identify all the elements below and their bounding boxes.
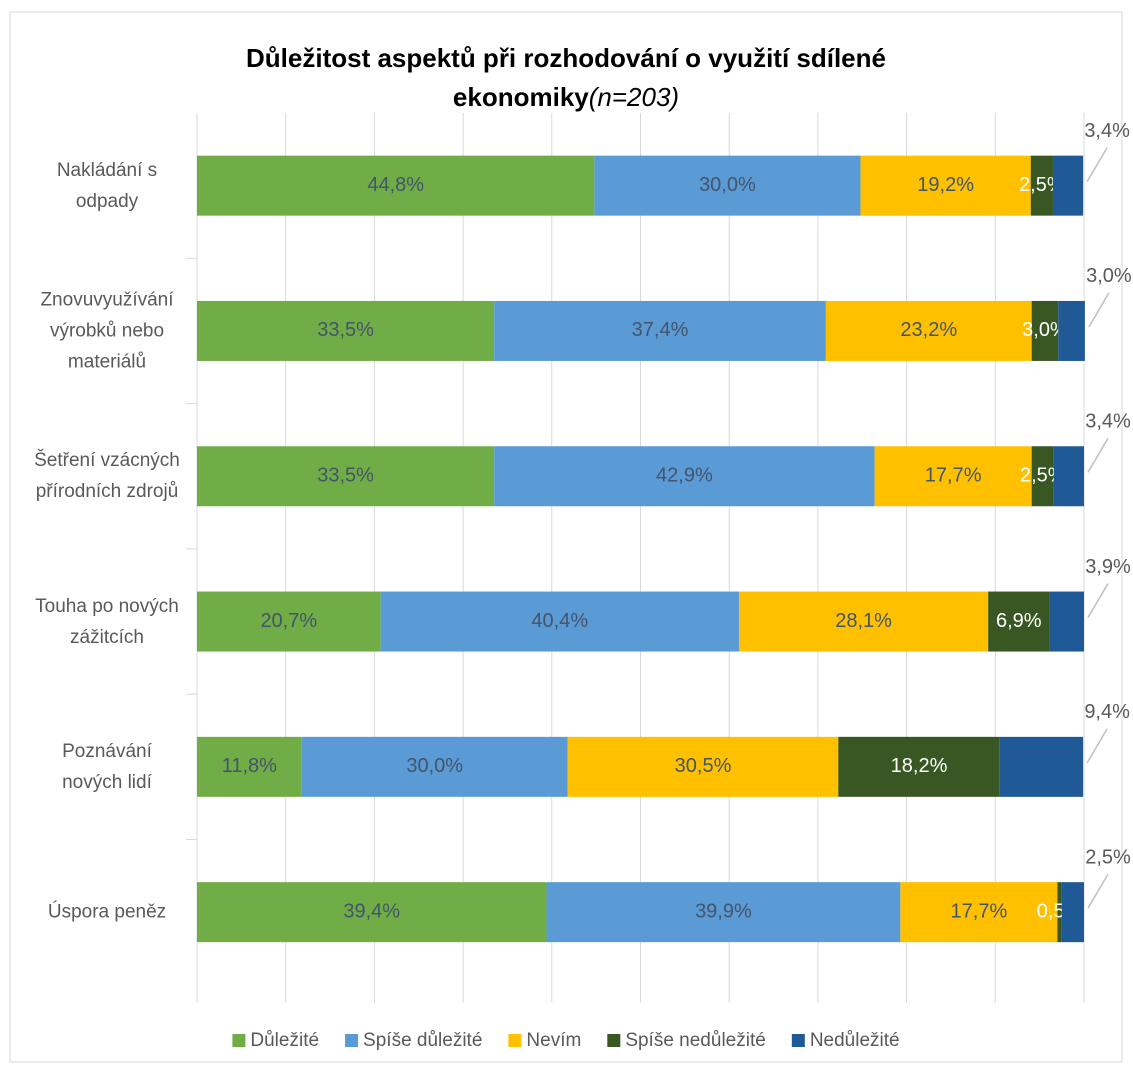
bar-segment bbox=[1049, 591, 1084, 652]
bar-segment bbox=[1057, 882, 1062, 943]
data-label: 3,9% bbox=[1085, 556, 1131, 578]
y-tick-label: Touha po nových zážitcích bbox=[35, 595, 179, 648]
data-label: 37,4% bbox=[632, 319, 689, 341]
bar-segment bbox=[1061, 882, 1084, 943]
bar-segment bbox=[546, 882, 901, 943]
data-label: 3,4% bbox=[1085, 411, 1131, 433]
bar-segment bbox=[988, 591, 1050, 652]
bar-segment bbox=[1053, 446, 1084, 507]
legend-label: Nedůležité bbox=[810, 1030, 900, 1051]
chart-border bbox=[9, 11, 1123, 1063]
y-tick-label: Šetření vzácných přírodních zdrojů bbox=[34, 450, 180, 503]
data-label: 33,5% bbox=[317, 465, 374, 487]
y-tick-label: Nakládání s odpady bbox=[56, 159, 158, 212]
bar-segment bbox=[1058, 300, 1085, 361]
data-label: 18,2% bbox=[891, 755, 948, 777]
data-label: 23,2% bbox=[900, 319, 957, 341]
y-tick-label: Znovuvyužívání výrobků nebo materiálů bbox=[40, 289, 174, 373]
data-label: 3,4% bbox=[1084, 120, 1130, 142]
leader-line bbox=[1086, 728, 1108, 764]
chart-title: Důležitost aspektů při rozhodování o vyu… bbox=[246, 43, 886, 73]
bar-segment bbox=[738, 591, 989, 652]
legend-label: Spíše nedůležité bbox=[625, 1030, 766, 1051]
bar-segment bbox=[838, 736, 1000, 797]
data-label: 40,4% bbox=[531, 610, 588, 632]
y-tick-label: Poznávání nových lidí bbox=[62, 740, 152, 793]
data-label: 17,7% bbox=[951, 900, 1008, 922]
bar-segment bbox=[1031, 300, 1059, 361]
data-label: 3,0% bbox=[1086, 265, 1132, 287]
data-label: 2,5% bbox=[1085, 846, 1131, 868]
data-label: 9,4% bbox=[1084, 701, 1130, 723]
legend-swatch bbox=[508, 1034, 522, 1047]
bar-segment bbox=[567, 736, 839, 797]
data-label: 39,9% bbox=[695, 900, 752, 922]
leader-line bbox=[1087, 437, 1109, 473]
bar-segment bbox=[301, 736, 568, 797]
leader-line bbox=[1087, 583, 1109, 618]
legend-swatch bbox=[232, 1034, 246, 1047]
y-tick-label: Úspora peněz bbox=[47, 901, 167, 923]
leader-line bbox=[1087, 873, 1109, 909]
legend-swatch bbox=[345, 1034, 359, 1047]
leader-line bbox=[1086, 147, 1108, 183]
data-label: 39,4% bbox=[343, 900, 400, 922]
bar-segment bbox=[999, 736, 1084, 797]
leader-line bbox=[1088, 292, 1110, 328]
data-label: 20,7% bbox=[260, 610, 317, 632]
bar-segment bbox=[1031, 446, 1054, 507]
legend-swatch bbox=[791, 1034, 805, 1047]
bar-segment bbox=[1052, 155, 1084, 216]
bar-segment bbox=[874, 446, 1032, 507]
data-label: 6,9% bbox=[996, 610, 1042, 632]
data-label: 11,8% bbox=[222, 755, 277, 777]
bar-segment bbox=[1030, 155, 1053, 216]
data-label: 33,5% bbox=[317, 319, 374, 341]
bar-segment bbox=[197, 736, 302, 797]
legend-label: Nevím bbox=[526, 1030, 581, 1051]
data-label: 42,9% bbox=[656, 465, 713, 487]
bar-segment bbox=[197, 155, 595, 216]
bar-segment bbox=[197, 882, 547, 943]
data-label: 30,0% bbox=[699, 174, 756, 196]
data-label: 19,2% bbox=[917, 174, 974, 196]
bar-segment bbox=[380, 591, 739, 652]
bar-segment bbox=[860, 155, 1031, 216]
legend-swatch bbox=[607, 1034, 621, 1047]
bar-segment bbox=[494, 300, 826, 361]
data-label: 3,0% bbox=[1022, 319, 1068, 341]
chart-title-line: ekonomiky bbox=[453, 82, 589, 112]
data-label: 30,5% bbox=[675, 755, 732, 777]
data-label: 30,0% bbox=[406, 755, 463, 777]
bar-segment bbox=[197, 300, 495, 361]
data-label: 44,8% bbox=[367, 174, 424, 196]
chart-subtitle: (n=203) bbox=[589, 82, 679, 112]
bar-segment bbox=[900, 882, 1058, 943]
bar-segment bbox=[494, 446, 875, 507]
legend-label: Důležité bbox=[250, 1030, 319, 1051]
data-label: 17,7% bbox=[925, 465, 982, 487]
bar-segment bbox=[197, 591, 381, 652]
data-label: 28,1% bbox=[835, 610, 892, 632]
bar-segment bbox=[825, 300, 1032, 361]
bar-segment bbox=[197, 446, 495, 507]
legend-label: Spíše důležité bbox=[363, 1030, 482, 1051]
bar-segment bbox=[594, 155, 861, 216]
